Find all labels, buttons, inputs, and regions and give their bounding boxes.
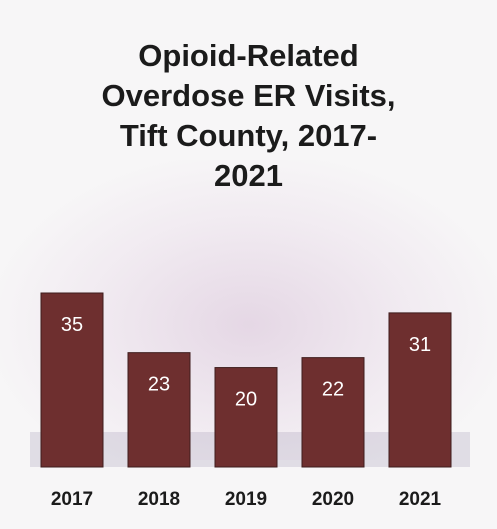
x-tick-label-2018: 2018 bbox=[138, 489, 180, 510]
chart-title-line-1: Opioid-Related bbox=[138, 38, 359, 73]
bar-2018 bbox=[127, 352, 191, 468]
chart-title: Opioid-Related Overdose ER Visits, Tift … bbox=[0, 36, 497, 196]
bar-2019 bbox=[214, 367, 278, 468]
chart-title-line-4: 2021 bbox=[214, 158, 283, 193]
chart-title-line-2: Overdose ER Visits, bbox=[101, 78, 396, 113]
data-label-2019: 20 bbox=[235, 389, 257, 411]
data-label-2020: 22 bbox=[322, 379, 344, 401]
data-label-2018: 23 bbox=[148, 374, 170, 396]
x-tick-label-2021: 2021 bbox=[399, 489, 442, 510]
bar-2020 bbox=[301, 357, 365, 468]
x-tick-label-2017: 2017 bbox=[51, 489, 93, 510]
bar-2017 bbox=[40, 292, 104, 468]
x-tick-label-2020: 2020 bbox=[312, 489, 354, 510]
data-label-2017: 35 bbox=[61, 314, 83, 336]
bar-2021 bbox=[388, 312, 452, 468]
x-tick-label-2019: 2019 bbox=[225, 489, 267, 510]
chart-title-line-3: Tift County, 2017- bbox=[119, 118, 378, 153]
data-label-2021: 31 bbox=[409, 334, 431, 356]
